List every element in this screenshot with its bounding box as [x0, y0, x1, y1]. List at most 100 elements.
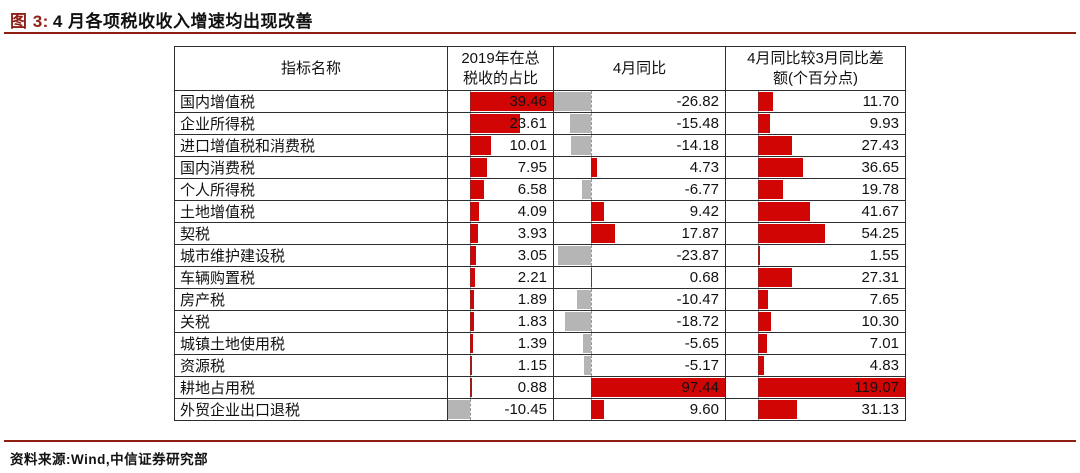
positive-bar: [469, 158, 487, 177]
bar-axis-line: [469, 201, 471, 222]
table-row: 国内消费税 7.95 4.73 36.65: [174, 156, 906, 179]
positive-bar: [758, 312, 771, 331]
figure-number-label: 图 3:: [10, 12, 49, 31]
bar-axis-line: [758, 157, 760, 178]
cell-share: 1.83: [447, 310, 554, 333]
bar-axis-line: [758, 355, 760, 376]
row-label: 土地增值税: [174, 200, 448, 223]
table-row: 进口增值税和消费税 10.01 -14.18 27.43: [174, 134, 906, 157]
cell-value: 4.09: [517, 203, 547, 220]
table-header-row: 指标名称 2019年在总 税收的占比 4月同比 4月同比较3月同比差 额(个百分点): [174, 46, 906, 91]
cell-value: 10.30: [861, 313, 899, 330]
cell-value: 31.13: [861, 401, 899, 418]
cell-diff: 4.83: [725, 354, 906, 377]
cell-share: -10.45: [447, 398, 554, 421]
bar-axis-line: [590, 223, 592, 244]
positive-bar: [758, 290, 768, 309]
cell-value: -15.48: [676, 115, 719, 132]
cell-value: 1.89: [517, 291, 547, 308]
row-label: 企业所得税: [174, 112, 448, 135]
cell-value: 7.01: [869, 335, 899, 352]
bar-axis-line: [469, 333, 471, 354]
bar-axis-line: [590, 355, 592, 376]
cell-value: 39.46: [509, 93, 547, 110]
row-label: 关税: [174, 310, 448, 333]
positive-bar: [758, 202, 810, 221]
row-label: 个人所得税: [174, 178, 448, 201]
cell-share: 4.09: [447, 200, 554, 223]
cell-apr_yoy: 17.87: [553, 222, 726, 245]
cell-share: 1.89: [447, 288, 554, 311]
bar-axis-line: [590, 135, 592, 156]
positive-bar: [758, 224, 826, 243]
cell-value: 1.55: [869, 247, 899, 264]
cell-value: 36.65: [861, 159, 899, 176]
bar-axis-line: [590, 267, 592, 288]
positive-bar: [590, 378, 725, 397]
positive-bar: [469, 180, 484, 199]
positive-bar: [469, 268, 475, 287]
table-row: 城市维护建设税 3.05 -23.87 1.55: [174, 244, 906, 267]
cell-value: 10.01: [509, 137, 547, 154]
bar-axis-line: [758, 91, 760, 112]
cell-value: -23.87: [676, 247, 719, 264]
bar-axis-line: [469, 311, 471, 332]
bar-axis-line: [590, 157, 592, 178]
cell-diff: 11.70: [725, 90, 906, 113]
negative-bar: [576, 290, 591, 309]
cell-value: -10.45: [504, 401, 547, 418]
cell-share: 7.95: [447, 156, 554, 179]
cell-apr_yoy: -15.48: [553, 112, 726, 135]
bar-axis-line: [590, 179, 592, 200]
cell-value: -18.72: [676, 313, 719, 330]
bar-axis-line: [469, 223, 471, 244]
cell-diff: 54.25: [725, 222, 906, 245]
table-row: 企业所得税 23.61 -15.48 9.93: [174, 112, 906, 135]
positive-bar: [590, 400, 605, 419]
bar-axis-line: [469, 399, 471, 420]
negative-bar: [565, 312, 591, 331]
bar-axis-line: [469, 245, 471, 266]
table-row: 外贸企业出口退税 -10.45 9.60 31.13: [174, 398, 906, 421]
bar-axis-line: [758, 377, 760, 398]
cell-apr_yoy: -14.18: [553, 134, 726, 157]
positive-bar: [758, 136, 793, 155]
cell-value: 4.83: [869, 357, 899, 374]
tax-data-table: 指标名称 2019年在总 税收的占比 4月同比 4月同比较3月同比差 额(个百分点) 国内…: [174, 46, 906, 421]
cell-share: 2.21: [447, 266, 554, 289]
table-row: 契税 3.93 17.87 54.25: [174, 222, 906, 245]
cell-value: 1.15: [517, 357, 547, 374]
cell-value: 23.61: [509, 115, 547, 132]
table-row: 国内增值税 39.46 -26.82 11.70: [174, 90, 906, 113]
row-label: 城镇土地使用税: [174, 332, 448, 355]
cell-value: 19.78: [861, 181, 899, 198]
bar-axis-line: [590, 333, 592, 354]
positive-bar: [469, 92, 553, 111]
cell-diff: 27.31: [725, 266, 906, 289]
column-header: 2019年在总 税收的占比: [447, 46, 554, 91]
negative-bar: [448, 400, 470, 419]
positive-bar: [758, 180, 783, 199]
bar-axis-line: [590, 399, 592, 420]
cell-diff: 10.30: [725, 310, 906, 333]
cell-diff: 41.67: [725, 200, 906, 223]
cell-value: 27.43: [861, 137, 899, 154]
bar-axis-line: [758, 267, 760, 288]
cell-value: 27.31: [861, 269, 899, 286]
row-label: 契税: [174, 222, 448, 245]
bar-axis-line: [469, 267, 471, 288]
cell-value: 17.87: [681, 225, 719, 242]
cell-apr_yoy: -6.77: [553, 178, 726, 201]
cell-apr_yoy: -5.65: [553, 332, 726, 355]
cell-apr_yoy: -23.87: [553, 244, 726, 267]
bar-axis-line: [590, 377, 592, 398]
cell-value: 4.73: [689, 159, 719, 176]
cell-value: 9.93: [869, 115, 899, 132]
cell-apr_yoy: -10.47: [553, 288, 726, 311]
bar-axis-line: [758, 311, 760, 332]
figure-title-text: 4 月各项税收收入增速均出现改善: [52, 12, 314, 31]
row-label: 房产税: [174, 288, 448, 311]
bar-axis-line: [758, 201, 760, 222]
cell-diff: 19.78: [725, 178, 906, 201]
cell-apr_yoy: -26.82: [553, 90, 726, 113]
